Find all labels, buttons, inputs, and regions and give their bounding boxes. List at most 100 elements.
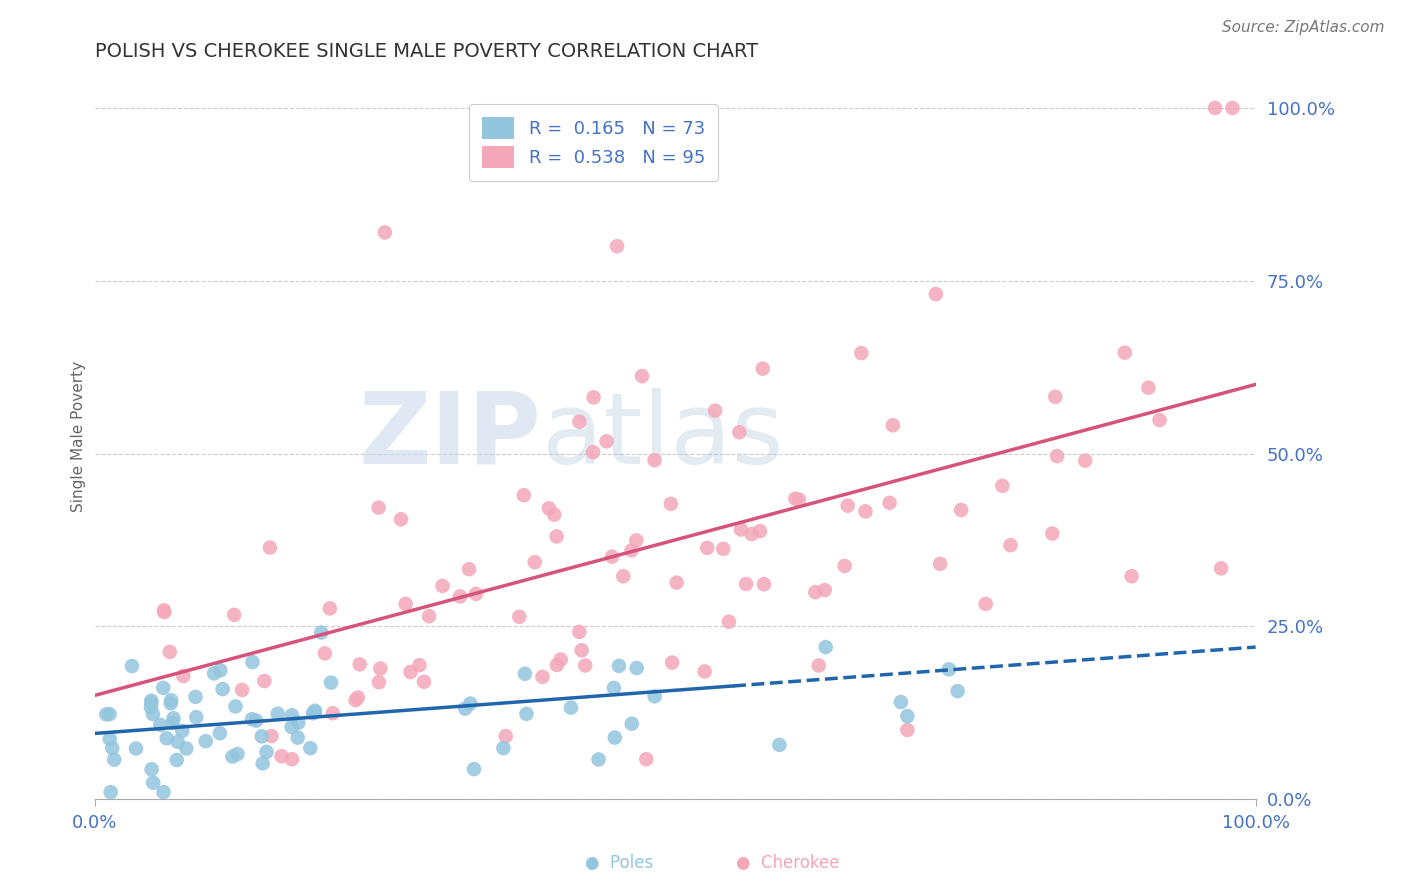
Point xyxy=(413,674,436,689)
Point xyxy=(98,731,121,746)
Point xyxy=(946,684,969,698)
Point xyxy=(202,666,225,681)
Point xyxy=(1222,101,1244,115)
Point xyxy=(174,741,197,756)
Point xyxy=(159,645,181,659)
Point xyxy=(991,479,1014,493)
Point xyxy=(717,615,740,629)
Point xyxy=(465,587,488,601)
Point xyxy=(281,752,304,766)
Point xyxy=(531,670,554,684)
Text: Source: ZipAtlas.com: Source: ZipAtlas.com xyxy=(1222,20,1385,35)
Point xyxy=(665,575,688,590)
Point xyxy=(149,718,172,732)
Point xyxy=(582,390,605,404)
Point xyxy=(252,756,274,771)
Point xyxy=(879,496,901,510)
Point xyxy=(626,661,648,675)
Point xyxy=(281,708,304,723)
Point xyxy=(925,287,948,301)
Point xyxy=(242,655,264,669)
Point xyxy=(221,749,243,764)
Point xyxy=(287,715,309,730)
Point xyxy=(735,577,758,591)
Point xyxy=(367,500,389,515)
Point xyxy=(454,701,477,715)
Point xyxy=(513,488,536,502)
Point xyxy=(837,499,859,513)
Point xyxy=(696,541,718,555)
Point xyxy=(367,675,389,690)
Point xyxy=(741,527,763,541)
Point xyxy=(186,710,208,724)
Point xyxy=(449,590,471,604)
Point xyxy=(399,665,422,679)
Point xyxy=(543,508,565,522)
Point xyxy=(523,555,546,569)
Point xyxy=(267,706,290,721)
Point xyxy=(125,741,148,756)
Point xyxy=(270,749,292,764)
Point xyxy=(240,712,263,726)
Point xyxy=(349,657,371,672)
Point xyxy=(974,597,997,611)
Point xyxy=(1211,561,1233,575)
Point xyxy=(139,700,162,714)
Point xyxy=(172,669,194,683)
Point xyxy=(152,681,174,695)
Point xyxy=(121,659,143,673)
Point xyxy=(152,785,174,799)
Point xyxy=(752,577,775,591)
Point xyxy=(141,693,163,707)
Point xyxy=(1040,526,1063,541)
Point xyxy=(280,720,302,734)
Point xyxy=(172,723,194,738)
Point xyxy=(142,775,165,789)
Point xyxy=(804,585,827,599)
Point xyxy=(211,682,233,697)
Point xyxy=(463,762,485,776)
Point xyxy=(588,752,610,766)
Point xyxy=(1114,345,1136,359)
Point xyxy=(256,745,278,759)
Point xyxy=(1000,538,1022,552)
Text: atlas: atlas xyxy=(541,388,783,484)
Point xyxy=(319,675,342,690)
Point xyxy=(160,693,183,707)
Point xyxy=(749,524,772,538)
Point xyxy=(807,658,830,673)
Point xyxy=(1045,390,1067,404)
Point xyxy=(322,706,344,721)
Point xyxy=(231,682,253,697)
Point xyxy=(314,646,336,660)
Point xyxy=(304,704,326,718)
Point xyxy=(209,664,232,678)
Point xyxy=(550,652,572,666)
Point xyxy=(711,541,734,556)
Point xyxy=(226,747,249,761)
Point xyxy=(560,700,582,714)
Point xyxy=(513,666,536,681)
Point xyxy=(730,523,752,537)
Point xyxy=(304,706,326,720)
Point xyxy=(890,695,912,709)
Point xyxy=(460,697,482,711)
Point xyxy=(896,709,918,723)
Point xyxy=(574,658,596,673)
Point xyxy=(603,731,626,745)
Point xyxy=(156,731,179,746)
Point xyxy=(785,491,807,506)
Point xyxy=(162,716,184,731)
Point xyxy=(166,735,188,749)
Point xyxy=(344,693,367,707)
Point xyxy=(787,492,810,507)
Point xyxy=(814,582,837,597)
Point xyxy=(418,609,440,624)
Point xyxy=(546,529,568,543)
Text: ●  Cherokee: ● Cherokee xyxy=(735,855,839,872)
Text: ●  Poles: ● Poles xyxy=(585,855,652,872)
Point xyxy=(166,753,188,767)
Point xyxy=(814,640,837,654)
Point xyxy=(950,503,973,517)
Point xyxy=(896,723,918,737)
